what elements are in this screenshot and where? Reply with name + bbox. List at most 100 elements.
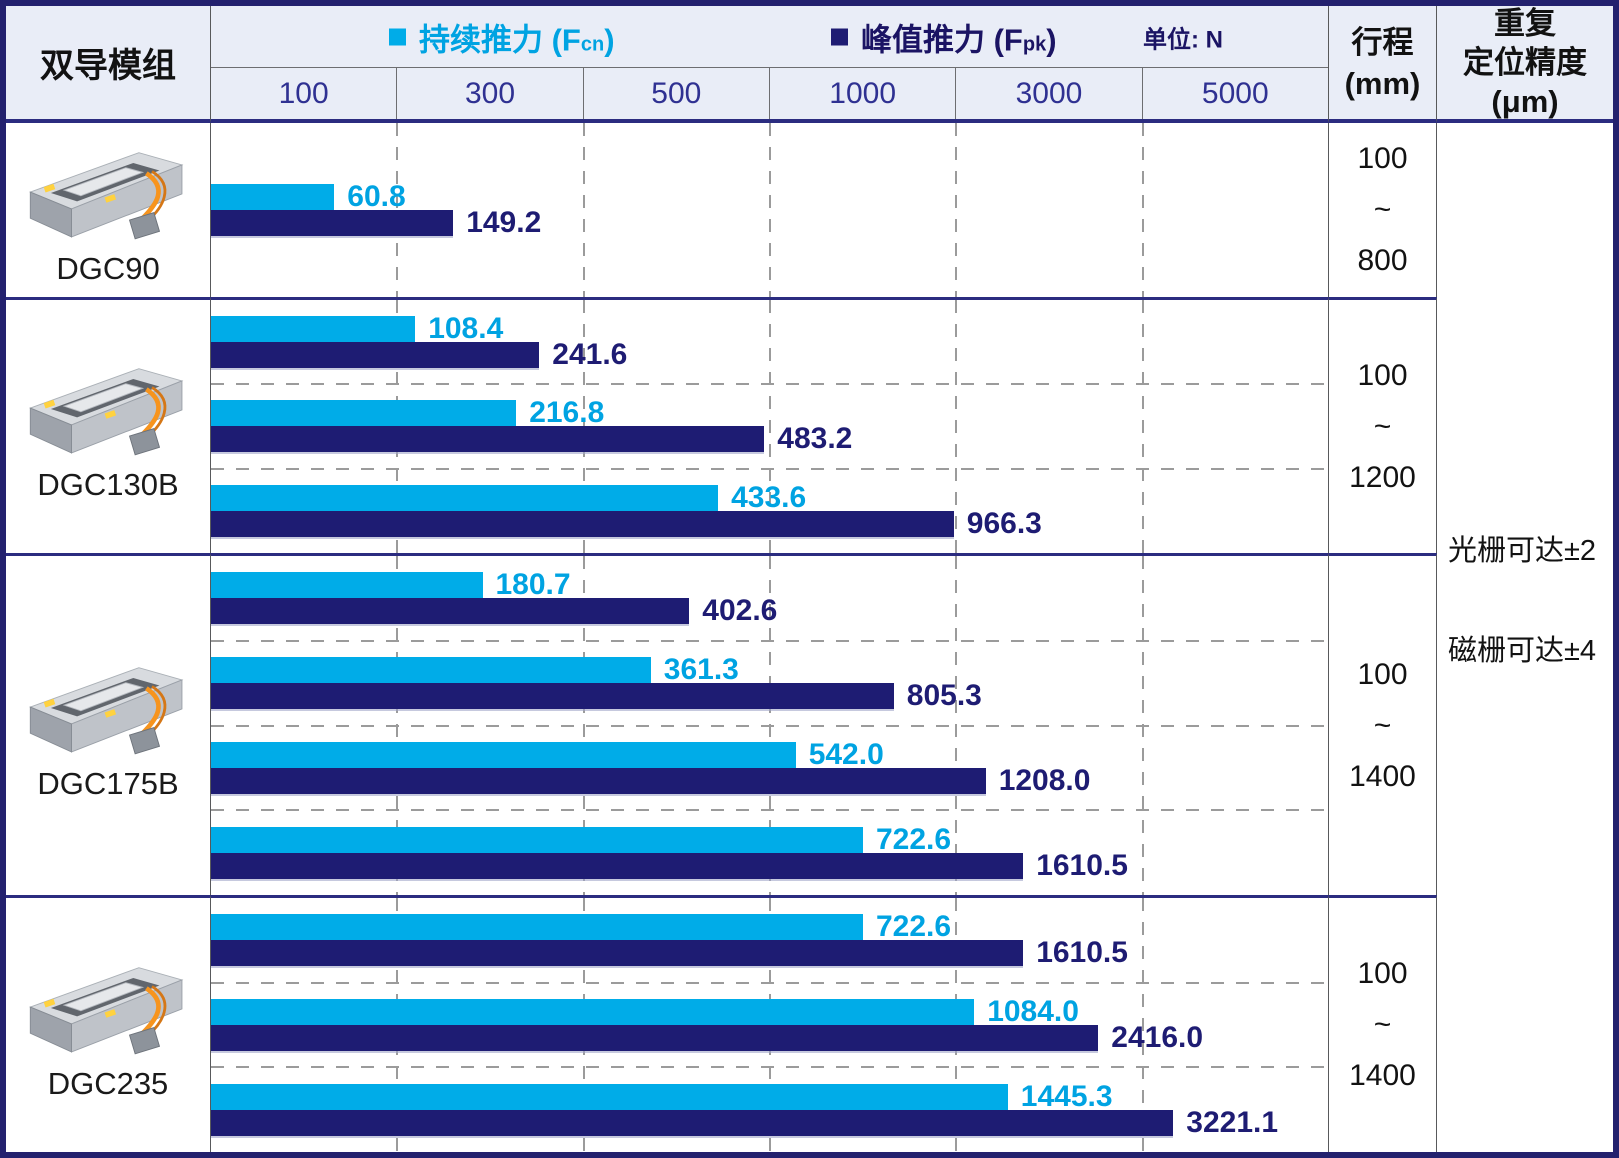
- axis-gridline: [955, 123, 958, 297]
- model-label: DGC90: [56, 250, 160, 286]
- axis-gridline: [769, 300, 771, 553]
- stroke-value-line: 1200: [1349, 460, 1416, 494]
- axis-gridline: [1141, 123, 1144, 297]
- fcn-bar: [211, 999, 975, 1025]
- fcn-bar: [211, 316, 416, 343]
- axis-gridline: [1141, 898, 1144, 1152]
- fpk-value-label: 1610.5: [1036, 848, 1128, 882]
- axis-tick-label: 1000: [768, 68, 955, 119]
- bar-pair-row: 361.3 805.3: [211, 639, 1328, 726]
- legend-item-fcn: 持续推力 (Fcn): [389, 14, 615, 59]
- fcn-bar: [211, 1083, 1008, 1110]
- legend-fcn-label: 持续推力 (Fcn): [419, 22, 615, 57]
- row-separator: [211, 467, 1328, 470]
- fcn-value-label: 722.6: [876, 822, 952, 856]
- stroke-value-line: ~: [1373, 708, 1392, 742]
- accuracy-column-header: 重复 定位精度 (μm): [1437, 6, 1613, 123]
- fpk-bar: [211, 767, 986, 794]
- fcn-bar: [211, 484, 719, 511]
- fpk-value-label: 805.3: [906, 679, 982, 713]
- fpk-value-label: 3221.1: [1186, 1105, 1279, 1139]
- stroke-value-line: ~: [1373, 409, 1392, 443]
- fpk-bar: [211, 1109, 1174, 1136]
- axis-tick-label: 3000: [955, 68, 1141, 119]
- legend-item-fpk: 峰值推力 (Fpk): [831, 14, 1057, 59]
- fcn-bar: [211, 741, 796, 768]
- axis-tick-label: 5000: [1141, 68, 1328, 119]
- row-separator: [211, 724, 1328, 727]
- fpk-bar: [211, 210, 454, 236]
- axis-gridline: [1141, 300, 1144, 553]
- stroke-value-line: 100: [1357, 142, 1408, 175]
- axis-scale-row: 100 300 500 1000 3000 5000: [211, 67, 1328, 119]
- bar-pair-row: 1084.0 2416.0: [211, 981, 1328, 1068]
- stroke-cell-DGC235: 100 ~1400: [1329, 895, 1437, 1152]
- legend-fpk-label: 峰值推力 (Fpk): [861, 22, 1057, 57]
- model-label: DGC235: [47, 1065, 169, 1101]
- fpk-value-label: 402.6: [702, 594, 778, 628]
- fcn-value-label: 361.3: [663, 653, 739, 687]
- stroke-value-line: 100: [1357, 358, 1408, 392]
- product-image: [29, 667, 184, 755]
- row-separator: [211, 639, 1328, 642]
- model-cell-DGC90: DGC90: [6, 123, 211, 297]
- fpk-value-label: 483.2: [777, 422, 853, 456]
- fcn-bar: [211, 400, 517, 427]
- stroke-value-line: ~: [1373, 193, 1392, 226]
- model-label: DGC130B: [37, 467, 179, 502]
- product-image: [29, 151, 184, 239]
- axis-tick-label: 500: [582, 68, 769, 119]
- stroke-cell-DGC90: 100 ~800: [1329, 123, 1437, 297]
- module-column-title: 双导模组: [40, 47, 176, 85]
- stroke-header-line: (mm): [1344, 65, 1421, 101]
- accuracy-value-optical: 光栅可达±2: [1448, 534, 1597, 567]
- stroke-value-line: 1400: [1349, 1059, 1416, 1092]
- stroke-value-line: 100: [1357, 657, 1408, 691]
- accuracy-value-magnetic: 磁栅可达±4: [1448, 634, 1597, 667]
- fcn-value-label: 722.6: [876, 910, 952, 944]
- fcn-value-label: 1084.0: [987, 995, 1079, 1028]
- axis-gridline: [955, 300, 958, 553]
- bar-pair-row: 722.6 1610.5: [211, 898, 1328, 983]
- fpk-bar: [211, 1025, 1099, 1051]
- module-column-header: 双导模组: [6, 6, 211, 123]
- fcn-value-label: 1445.3: [1020, 1079, 1113, 1113]
- axis-tick-label: 300: [396, 68, 582, 119]
- bar-pair-row: 433.6 966.3: [211, 467, 1328, 553]
- bar-pair-row: 1445.3 3221.1: [211, 1066, 1328, 1152]
- fcn-bar: [211, 572, 483, 599]
- row-separator: [211, 809, 1328, 812]
- fpk-bar: [211, 510, 954, 537]
- chart-section-DGC175B: 180.7 402.6 361.3 805.3 542.0 1208.0 722.6 1610…: [211, 553, 1329, 895]
- fpk-bar: [211, 683, 894, 710]
- bar-pair-row: 108.4 241.6: [211, 300, 1328, 384]
- stroke-column-header: 行程 (mm): [1329, 6, 1437, 123]
- chart-section-DGC90: 60.8 149.2: [211, 123, 1329, 297]
- fpk-value-label: 1610.5: [1036, 936, 1128, 970]
- fcn-value-label: 60.8: [347, 180, 406, 213]
- fpk-bar: [211, 852, 1024, 879]
- stroke-cell-DGC130B: 100 ~1200: [1329, 297, 1437, 553]
- chart-section-DGC130B: 108.4 241.6 216.8 483.2 433.6 966.3: [211, 297, 1329, 553]
- fpk-swatch-icon: [831, 28, 848, 45]
- accuracy-header-line: 重复: [1494, 6, 1556, 41]
- fpk-value-label: 966.3: [966, 506, 1042, 540]
- chart-section-DGC235: 722.6 1610.5 1084.0 2416.0 1445.3 3221.1: [211, 895, 1329, 1152]
- accuracy-header-line: (μm): [1491, 84, 1559, 119]
- row-separator: [211, 1066, 1328, 1069]
- fpk-value-label: 2416.0: [1111, 1021, 1204, 1054]
- fpk-value-label: 241.6: [552, 338, 628, 372]
- accuracy-header-line: 定位精度: [1463, 45, 1587, 80]
- stroke-value-line: 100: [1357, 957, 1408, 990]
- fpk-bar: [211, 342, 540, 369]
- bar-pair-row: 542.0 1208.0: [211, 724, 1328, 811]
- axis-gridline: [582, 123, 585, 297]
- fcn-value-label: 180.7: [495, 568, 571, 602]
- fpk-value-label: 1208.0: [998, 763, 1091, 797]
- axis-gridline: [769, 123, 771, 297]
- legend: 持续推力 (Fcn) 峰值推力 (Fpk) 单位: N: [211, 6, 1328, 67]
- accuracy-values-cell: 光栅可达±2 磁栅可达±4: [1437, 123, 1613, 1152]
- fcn-value-label: 108.4: [428, 312, 504, 346]
- fcn-bar: [211, 657, 651, 684]
